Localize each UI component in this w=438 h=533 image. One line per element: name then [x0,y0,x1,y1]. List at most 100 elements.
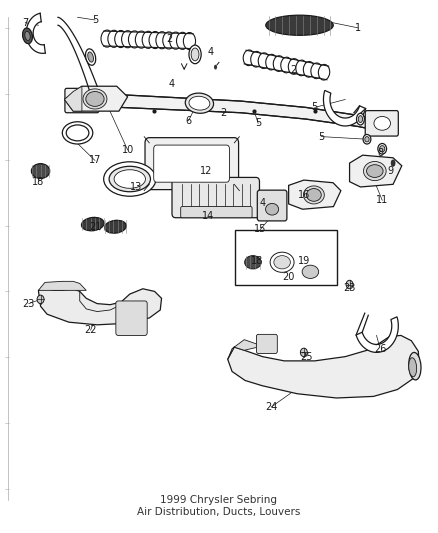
Text: 7: 7 [22,18,28,28]
Ellipse shape [128,31,141,48]
Ellipse shape [156,31,168,49]
Text: 15: 15 [254,224,267,235]
Polygon shape [228,335,419,398]
Ellipse shape [85,49,95,65]
FancyBboxPatch shape [181,207,252,217]
Ellipse shape [300,348,307,357]
FancyBboxPatch shape [256,334,277,353]
Text: 5: 5 [92,15,98,25]
Text: 14: 14 [202,211,214,221]
Text: 16: 16 [298,190,310,200]
Ellipse shape [265,204,279,215]
Polygon shape [39,288,162,325]
Ellipse shape [288,59,300,74]
Ellipse shape [149,31,161,49]
Ellipse shape [135,31,148,48]
Text: 12: 12 [200,166,212,176]
Ellipse shape [23,28,32,44]
Ellipse shape [62,122,93,144]
Ellipse shape [307,189,321,201]
Polygon shape [39,281,86,290]
Ellipse shape [81,217,104,231]
Ellipse shape [170,32,182,49]
Polygon shape [289,180,341,209]
Polygon shape [356,317,398,352]
Ellipse shape [365,136,369,142]
Text: 17: 17 [89,156,101,165]
Text: 4: 4 [259,198,265,208]
Ellipse shape [189,96,210,110]
FancyBboxPatch shape [235,230,337,285]
Polygon shape [228,340,262,359]
Ellipse shape [66,125,89,141]
Text: 18: 18 [251,256,263,266]
FancyBboxPatch shape [365,111,398,136]
Ellipse shape [37,295,44,304]
Text: 1: 1 [355,23,361,33]
Ellipse shape [142,31,154,49]
Ellipse shape [357,114,364,125]
Text: 23: 23 [343,282,356,293]
Text: 2: 2 [166,34,172,44]
Ellipse shape [367,165,383,177]
Text: 6: 6 [185,116,191,126]
Text: 2: 2 [290,66,296,75]
Text: 22: 22 [85,325,97,335]
Ellipse shape [115,30,127,47]
Ellipse shape [270,252,294,272]
Ellipse shape [243,50,254,66]
FancyBboxPatch shape [154,145,230,182]
Ellipse shape [409,358,417,377]
Text: 2: 2 [220,108,226,118]
Ellipse shape [251,51,262,67]
Ellipse shape [378,143,387,154]
Ellipse shape [245,256,261,269]
Ellipse shape [281,57,292,73]
Text: 5: 5 [311,102,318,112]
Text: 19: 19 [298,256,310,266]
Ellipse shape [258,53,269,69]
Ellipse shape [311,63,322,79]
Ellipse shape [114,169,145,188]
Ellipse shape [189,45,201,63]
Ellipse shape [296,60,307,76]
Ellipse shape [304,186,324,204]
Text: 4: 4 [207,47,213,56]
Ellipse shape [177,33,189,50]
Ellipse shape [105,220,126,233]
Text: 25: 25 [300,352,312,361]
FancyBboxPatch shape [145,138,239,190]
Ellipse shape [88,52,93,62]
Ellipse shape [108,30,120,47]
Ellipse shape [191,48,199,61]
Text: 20: 20 [283,272,295,282]
Text: 8: 8 [377,148,383,158]
Ellipse shape [104,162,156,196]
Ellipse shape [214,64,217,69]
Ellipse shape [346,280,353,289]
Ellipse shape [109,166,150,192]
Polygon shape [64,86,127,111]
Ellipse shape [122,31,134,48]
Text: 11: 11 [376,195,389,205]
Text: 13: 13 [130,182,142,192]
Ellipse shape [101,30,113,47]
FancyBboxPatch shape [257,190,287,221]
FancyBboxPatch shape [65,88,99,113]
Text: 18: 18 [32,176,45,187]
Polygon shape [350,155,402,187]
Ellipse shape [83,89,107,109]
Ellipse shape [184,33,195,50]
Ellipse shape [86,92,104,107]
Ellipse shape [380,146,385,152]
Polygon shape [26,13,45,53]
Ellipse shape [391,160,395,166]
FancyBboxPatch shape [172,177,259,217]
Ellipse shape [266,54,277,70]
Text: 24: 24 [265,402,277,412]
Ellipse shape [273,56,285,71]
Polygon shape [64,86,82,111]
Ellipse shape [363,134,371,144]
Ellipse shape [274,256,290,269]
Ellipse shape [302,265,319,278]
